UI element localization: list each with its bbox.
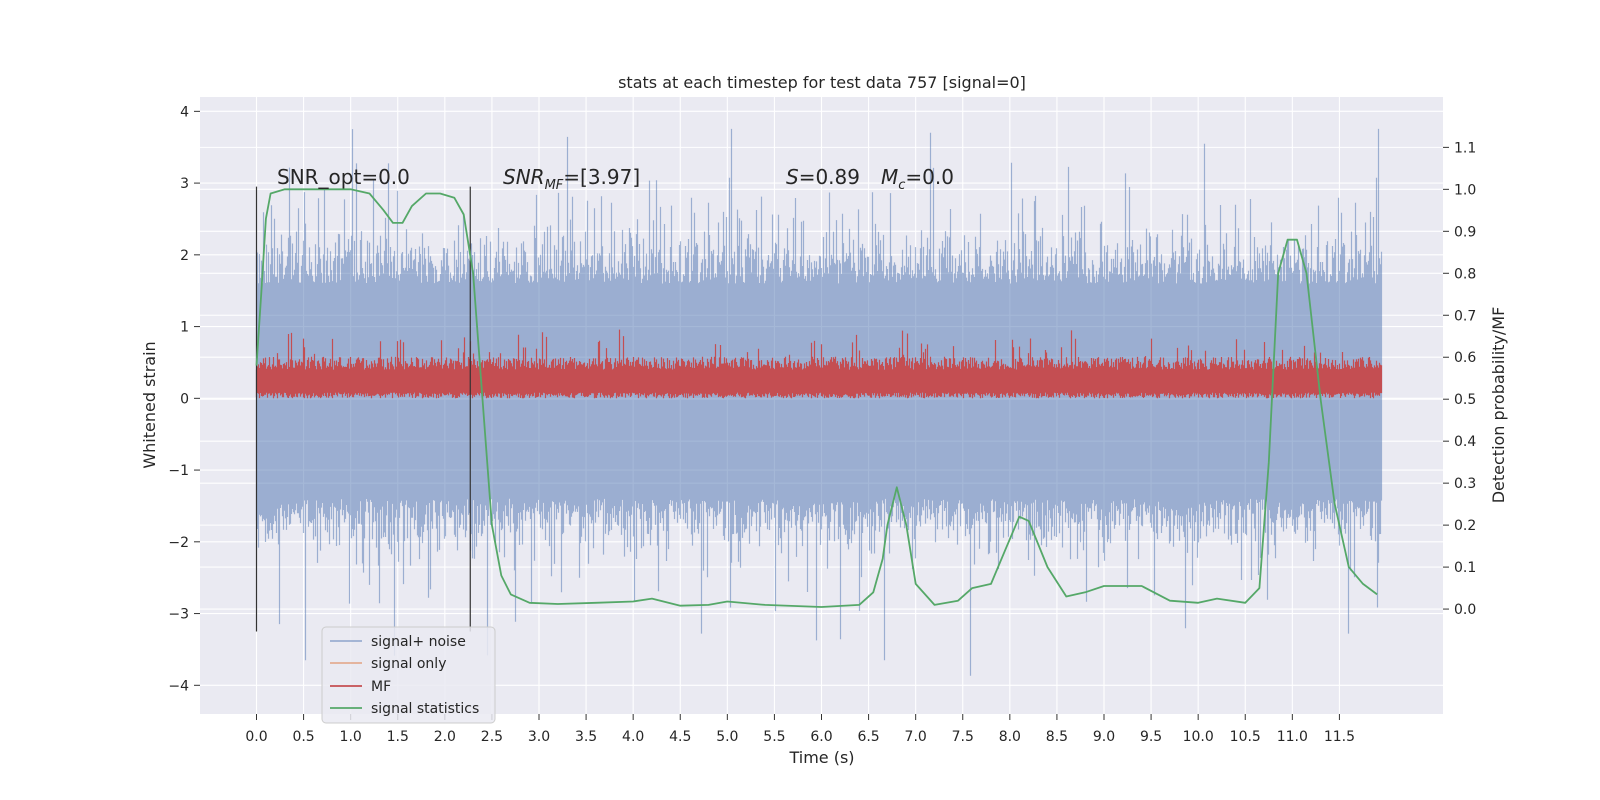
annotation-mc-subscript: c: [898, 178, 905, 193]
y-right-tick-label-0: 0.0: [1454, 602, 1476, 618]
legend-box: [321, 626, 496, 724]
annotation-s-symbol: S: [786, 165, 799, 189]
y-tick-label-4: 0: [180, 391, 189, 407]
y-right-tick-label-4: 0.4: [1454, 434, 1476, 450]
legend-label-signal-statistics: signal statistics: [371, 701, 479, 717]
x-tick-label-8: 4.0: [622, 729, 644, 745]
chart-title: stats at each timestep for test data 757…: [618, 73, 1026, 92]
x-tick-label-13: 6.5: [857, 729, 879, 745]
annotation-mc-symbol: M: [881, 165, 898, 189]
annotation-snr-mf: SNRMF=[3.97]: [503, 165, 640, 193]
y-right-tick-label-9: 0.9: [1454, 224, 1476, 240]
x-tick-label-15: 7.5: [952, 729, 974, 745]
annotation-s: S=0.89: [786, 165, 860, 189]
y-tick-label-1: −3: [168, 607, 189, 623]
x-tick-label-2: 1.0: [340, 729, 362, 745]
x-tick-label-12: 6.0: [810, 729, 832, 745]
y-right-tick-label-1: 0.1: [1454, 560, 1476, 576]
annotation-s-value: =0.89: [799, 165, 860, 189]
x-tick-label-11: 5.5: [763, 729, 785, 745]
x-tick-label-5: 2.5: [481, 729, 503, 745]
y-tick-label-8: 4: [180, 104, 189, 120]
y-right-tick-label-10: 1.0: [1454, 182, 1476, 198]
annotation-mc: Mc=0.0: [881, 165, 954, 193]
x-tick-label-9: 4.5: [669, 729, 691, 745]
x-tick-label-1: 0.5: [292, 729, 314, 745]
x-tick-label-17: 8.5: [1046, 729, 1068, 745]
x-tick-label-19: 9.5: [1140, 729, 1162, 745]
y-right-tick-label-3: 0.3: [1454, 476, 1476, 492]
x-axis-ticks: 0.0 0.5 1.0 1.5 2.0 2.5 3.0 3.5 4.0 4.5 5.0 5.5 6.0 6…: [245, 714, 1355, 745]
signal-statistics-series: [255, 188, 1378, 608]
x-tick-label-4: 2.0: [434, 729, 456, 745]
y-right-tick-label-8: 0.8: [1454, 266, 1476, 282]
y-tick-label-6: 2: [180, 248, 189, 264]
x-tick-label-23: 11.5: [1324, 729, 1355, 745]
legend-label-mf: MF: [371, 679, 391, 695]
y-right-tick-label-6: 0.6: [1454, 350, 1476, 366]
x-tick-label-21: 10.5: [1230, 729, 1261, 745]
annotation-snr-mf-symbol: SNR: [503, 165, 545, 189]
y-right-axis-label: Detection probability/MF: [1489, 307, 1508, 504]
y-right-tick-label-5: 0.5: [1454, 392, 1476, 408]
y-tick-label-7: 3: [180, 176, 189, 192]
x-tick-label-22: 11.0: [1277, 729, 1308, 745]
x-tick-label-3: 1.5: [387, 729, 409, 745]
annotation-snr-mf-subscript: MF: [545, 178, 564, 193]
y-axis-ticks: −4 −3 −2 −1 0 1 2 3 4: [168, 104, 200, 694]
x-tick-label-14: 7.0: [905, 729, 927, 745]
x-tick-label-18: 9.0: [1093, 729, 1115, 745]
x-axis-label: Time (s): [788, 748, 854, 767]
x-tick-label-6: 3.0: [528, 729, 550, 745]
y-right-tick-label-2: 0.2: [1454, 518, 1476, 534]
y-tick-label-2: −2: [168, 535, 189, 551]
legend-label-signal-noise: signal+ noise: [371, 634, 466, 650]
y-tick-label-5: 1: [180, 320, 189, 336]
y-axis-label: Whitened strain: [140, 341, 159, 468]
x-tick-label-7: 3.5: [575, 729, 597, 745]
y-tick-label-3: −1: [168, 463, 189, 479]
x-tick-label-10: 5.0: [716, 729, 738, 745]
y-right-axis-ticks: 0.0 0.1 0.2 0.3 0.4 0.5 0.6 0.7 0.8 0.9 1.0 1.1: [1443, 140, 1476, 618]
legend-label-signal-only: signal only: [371, 656, 446, 672]
y-right-tick-label-7: 0.7: [1454, 308, 1476, 324]
x-tick-label-16: 8.0: [999, 729, 1021, 745]
y-tick-label-0: −4: [168, 678, 189, 694]
x-tick-label-20: 10.0: [1183, 729, 1214, 745]
annotation-snr-mf-value: =[3.97]: [563, 165, 640, 189]
y-right-tick-label-11: 1.1: [1454, 140, 1476, 156]
annotation-mc-value: =0.0: [905, 165, 954, 189]
x-tick-label-0: 0.0: [245, 729, 267, 745]
signal-statistics-line: [255, 188, 1378, 608]
legend: signal+ noise signal only MF signal stat…: [321, 626, 496, 724]
annotation-snr-opt: SNR_opt=0.0: [277, 165, 410, 189]
